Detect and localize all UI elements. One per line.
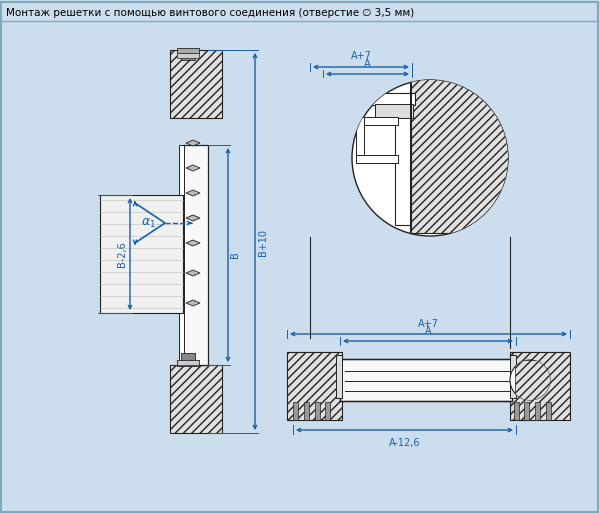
Bar (181, 353, 195, 360)
Bar (514, 402, 519, 420)
Bar (546, 402, 551, 420)
Text: B+10: B+10 (258, 228, 268, 255)
Bar (293, 402, 298, 420)
Bar (177, 360, 199, 366)
Polygon shape (186, 165, 200, 171)
Bar (177, 53, 199, 58)
Bar (355, 93, 415, 105)
Text: A: A (425, 326, 431, 336)
Text: A-12,6: A-12,6 (389, 438, 420, 448)
Bar (304, 402, 309, 420)
Bar (395, 95, 411, 225)
Bar (510, 352, 570, 420)
Text: B: B (230, 251, 240, 259)
Bar (356, 117, 364, 163)
Bar (181, 53, 195, 60)
Bar (170, 50, 222, 118)
Bar (410, 78, 510, 233)
Bar (340, 359, 512, 401)
Text: A+7: A+7 (418, 319, 439, 329)
Bar (515, 360, 565, 400)
Bar (510, 355, 516, 398)
Text: $\alpha_1$: $\alpha_1$ (141, 216, 156, 229)
Bar (315, 402, 320, 420)
Bar (177, 360, 199, 365)
Bar (356, 117, 398, 125)
Bar (100, 195, 183, 313)
Bar (325, 402, 330, 420)
Bar (179, 145, 184, 365)
Bar (177, 48, 199, 54)
Circle shape (510, 360, 550, 400)
Bar (183, 145, 208, 365)
Circle shape (352, 80, 508, 236)
Text: A+7: A+7 (350, 51, 371, 61)
Bar (287, 352, 342, 420)
Bar (375, 104, 413, 118)
Bar (535, 402, 540, 420)
Polygon shape (186, 300, 200, 306)
Text: B-2,6: B-2,6 (117, 241, 127, 267)
Bar (524, 402, 529, 420)
Polygon shape (186, 270, 200, 276)
Bar (410, 75, 412, 235)
Bar (356, 155, 398, 163)
Polygon shape (186, 140, 200, 146)
Bar (170, 365, 222, 433)
Text: A: A (364, 59, 371, 69)
Polygon shape (186, 240, 200, 246)
Polygon shape (186, 190, 200, 196)
Bar (336, 355, 342, 398)
Text: Монтаж решетки с помощью винтового соединения (отверстие ∅ 3,5 мм): Монтаж решетки с помощью винтового соеди… (6, 8, 414, 18)
Polygon shape (186, 215, 200, 221)
